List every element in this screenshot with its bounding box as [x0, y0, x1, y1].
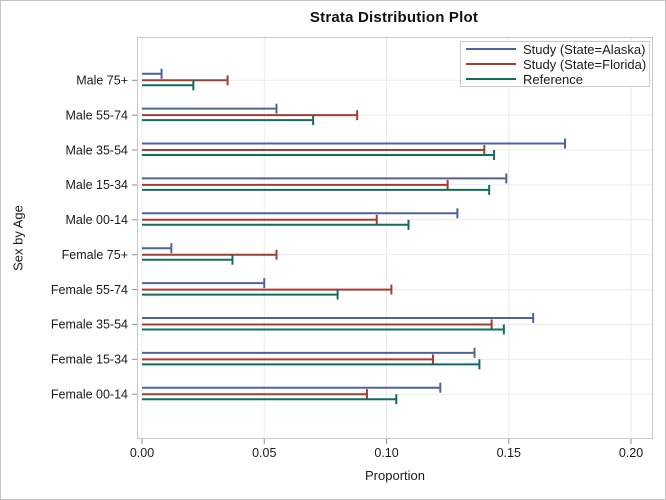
y-tick-label: Female 15-34 [51, 353, 128, 367]
y-tick-label: Female 55-74 [51, 283, 128, 297]
y-tick-label: Male 75+ [76, 74, 128, 88]
y-tick-label: Male 35-54 [65, 143, 128, 157]
legend: Study (State=Alaska) Study (State=Florida… [460, 41, 650, 87]
legend-swatch-line [466, 48, 516, 50]
x-tick-label: 0.05 [252, 446, 276, 460]
legend-item-label: Reference [523, 71, 583, 87]
x-tick-label: 0.15 [497, 446, 521, 460]
legend-item: Reference [466, 71, 649, 87]
y-tick-label: Male 55-74 [65, 108, 128, 122]
legend-swatch-line [466, 63, 516, 65]
x-tick-label: 0.10 [374, 446, 398, 460]
x-axis-title: Proportion [365, 468, 425, 483]
y-tick-label: Female 00-14 [51, 388, 128, 402]
legend-item: Study (State=Florida) [466, 56, 649, 72]
legend-swatch-line [466, 78, 516, 80]
x-tick-label: 0.20 [619, 446, 643, 460]
y-tick-label: Female 75+ [62, 248, 128, 262]
y-tick-label: Female 35-54 [51, 318, 128, 332]
y-tick-label: Male 15-34 [65, 178, 128, 192]
chart-title: Strata Distribution Plot [309, 9, 479, 26]
plot-frame [137, 37, 653, 439]
legend-item-label: Study (State=Florida) [523, 56, 647, 72]
legend-item-label: Study (State=Alaska) [523, 41, 646, 57]
legend-item: Study (State=Alaska) [466, 41, 649, 57]
x-tick-label: 0.00 [130, 446, 154, 460]
y-tick-label: Male 00-14 [65, 213, 128, 227]
